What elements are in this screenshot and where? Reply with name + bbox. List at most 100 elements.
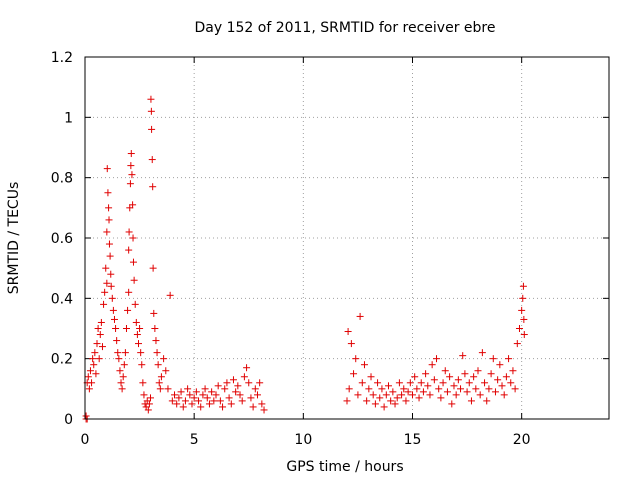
data-point [463,388,471,396]
data-point [430,376,438,384]
data-point [223,379,231,387]
data-point [155,379,163,387]
data-point [380,403,388,411]
data-point [398,391,406,399]
data-point [260,406,268,414]
data-point [171,391,179,399]
data-point [181,397,189,405]
data-point [433,355,441,363]
data-point [148,125,156,133]
data-point [459,352,467,360]
data-point [153,349,161,357]
data-point [175,394,183,402]
data-point [150,309,158,317]
data-point [367,373,375,381]
data-point [247,394,255,402]
data-point [236,391,244,399]
data-point [147,107,155,115]
data-point [481,379,489,387]
data-point [105,240,113,248]
data-point [391,400,399,408]
y-tick-label: 0.8 [51,171,73,187]
data-point [439,379,447,387]
data-point [120,361,128,369]
data-point [105,216,113,224]
data-point [400,385,408,393]
data-point [225,394,233,402]
data-point [415,394,423,402]
data-point [208,388,216,396]
data-point [454,376,462,384]
data-point [219,403,227,411]
data-point [179,403,187,411]
data-point [118,385,126,393]
data-point [234,382,242,390]
data-point [243,364,251,372]
data-point [419,388,427,396]
data-point [461,370,469,378]
data-point [164,385,172,393]
data-point [147,394,154,402]
data-point [409,391,416,399]
data-point [140,391,148,399]
data-point [147,95,155,103]
data-point [467,397,475,405]
data-point [441,367,449,375]
data-point [452,391,460,399]
data-point [229,376,237,384]
data-point [156,385,164,393]
y-axis-label: SRMTID / TECUs [6,182,22,295]
data-point [474,367,482,375]
data-point [238,397,246,405]
data-point [109,306,117,314]
data-point [115,355,123,363]
data-point [105,204,113,212]
data-point [478,349,486,357]
y-tick-label: 1.2 [51,50,73,66]
y-tick-label: 0.2 [51,352,73,368]
data-point [258,400,266,408]
data-point [160,355,168,363]
data-point [113,337,121,345]
data-point [148,156,156,164]
data-point [413,385,421,393]
data-point [476,391,484,399]
data-point [216,397,224,405]
data-point [110,315,118,323]
data-point [249,403,257,411]
data-point [513,340,521,348]
data-point [365,385,373,393]
data-point [124,306,132,314]
data-point [345,385,353,393]
data-points [82,95,528,423]
data-point [168,397,176,405]
data-point [102,264,110,272]
data-point [107,270,115,278]
data-point [411,373,419,381]
data-point [129,258,137,266]
data-point [502,373,510,381]
data-point [157,373,165,381]
data-point [443,388,451,396]
data-point [496,361,504,369]
data-point [428,361,436,369]
data-point [166,291,174,299]
data-point [149,183,157,191]
data-point [151,325,159,332]
data-point [350,370,358,378]
data-point [448,400,456,408]
data-point [199,391,207,399]
data-point [127,162,135,170]
data-point [354,391,362,399]
data-point [122,325,130,332]
data-point [125,288,133,296]
data-point [106,252,114,260]
data-point [121,349,129,357]
data-point [82,412,90,420]
data-point [214,382,222,390]
data-point [103,228,111,236]
y-tick-label: 0.6 [51,231,73,247]
data-point [210,397,218,405]
x-tick-label: 20 [513,432,531,448]
data-point [417,379,425,387]
